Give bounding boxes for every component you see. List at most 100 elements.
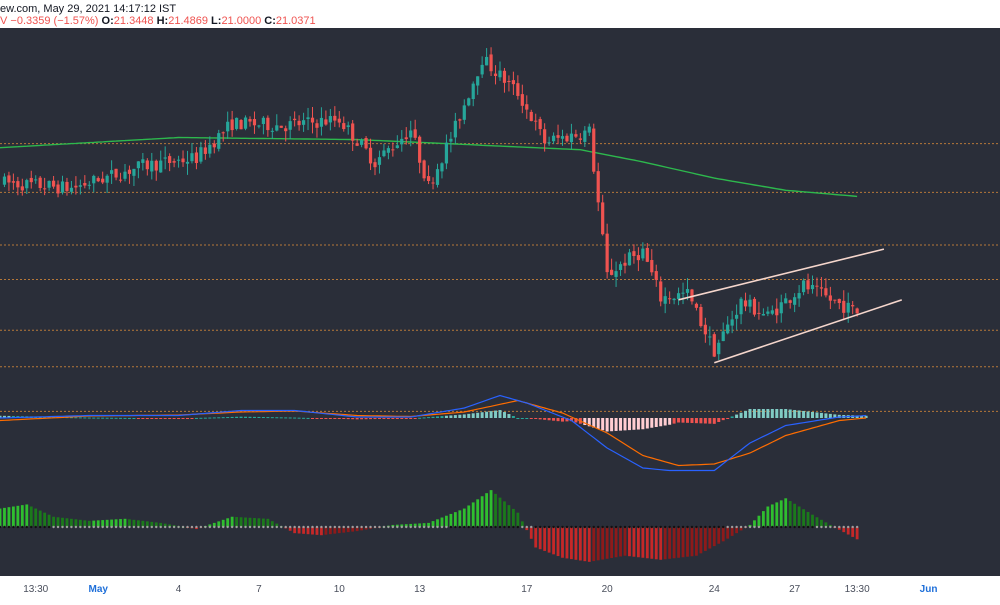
macd-hist-bar-105: [467, 413, 471, 418]
candle-body-72: [324, 119, 328, 125]
osc-dot-31: [137, 525, 140, 529]
osc-dot-49: [217, 525, 220, 529]
candle-body-153: [685, 289, 690, 293]
macd-hist-bar-77: [342, 418, 346, 419]
osc-bar-175: [779, 500, 783, 527]
chart-panel[interactable]: [0, 28, 1000, 576]
candle-body-141: [632, 251, 636, 257]
candle-70: [315, 119, 319, 138]
osc-dot-154: [686, 525, 689, 529]
osc-bar-73: [324, 527, 328, 535]
candle-body-28: [127, 169, 132, 174]
macd-hist-bar-186: [828, 413, 832, 418]
candle-body-34: [154, 160, 158, 171]
osc-dot-134: [597, 525, 600, 529]
osc-dot-146: [650, 525, 653, 529]
osc-dot-149: [663, 525, 667, 529]
osc-bar-155: [690, 527, 694, 557]
macd-hist-bar-89: [395, 418, 399, 419]
osc-bar-60: [266, 518, 270, 527]
macd-hist-bar-81: [360, 418, 364, 420]
macd-hist-bar-67: [297, 417, 301, 419]
macd-hist-bar-60: [266, 417, 270, 419]
candle-body-177: [793, 297, 797, 305]
candle-body-90: [404, 137, 408, 140]
osc-dot-100: [445, 525, 448, 529]
candle-58: [261, 116, 265, 135]
osc-bar-111: [494, 493, 497, 527]
macd-hist-bar-136: [605, 418, 609, 432]
candle-20: [92, 174, 96, 193]
candle-185: [828, 286, 832, 310]
candle-body-45: [203, 147, 207, 154]
macd-hist-bar-118: [525, 418, 529, 419]
candle-119: [534, 113, 538, 131]
osc-dot-67: [297, 525, 301, 529]
osc-dot-113: [503, 525, 506, 529]
candle-body-150: [672, 298, 676, 301]
candle-59: [266, 115, 270, 137]
osc-dot-163: [726, 525, 729, 529]
macd-hist-bar-74: [328, 418, 332, 419]
macd-hist-bar-75: [333, 418, 337, 419]
candle-113: [507, 75, 511, 92]
osc-dot-150: [668, 525, 671, 529]
candle-100: [449, 131, 453, 153]
osc-bar-32: [141, 520, 145, 527]
candle-body-183: [819, 287, 824, 289]
candle-7: [34, 175, 38, 184]
osc-dot-71: [315, 525, 319, 529]
osc-bar-82: [364, 527, 368, 530]
candle-88: [395, 135, 399, 149]
osc-dot-176: [784, 525, 787, 529]
candle-body-170: [761, 313, 765, 316]
osc-bar-118: [525, 527, 529, 531]
osc-bar-37: [163, 523, 167, 527]
candle-111: [498, 61, 502, 81]
osc-dot-172: [766, 525, 770, 529]
macd-hist-bar-48: [212, 417, 216, 419]
macd-hist-bar-72: [319, 418, 323, 419]
macd-hist-bar-120: [534, 418, 538, 419]
osc-dot-174: [775, 525, 778, 529]
osc-bar-141: [628, 527, 631, 557]
osc-dot-162: [722, 525, 725, 529]
macd-hist-bar-177: [788, 409, 792, 418]
candle-body-109: [489, 54, 493, 72]
osc-dot-20: [88, 525, 91, 529]
candle-body-95: [426, 176, 431, 181]
candle-body-149: [668, 298, 672, 300]
candle-body-171: [766, 311, 770, 314]
candle-2: [11, 173, 15, 190]
osc-bar-52: [230, 516, 234, 527]
macd-hist-bar-47: [208, 417, 212, 419]
macd-hist-bar-94: [418, 417, 422, 419]
macd-hist-bar-40: [177, 418, 181, 419]
macd-hist-bar-111: [494, 410, 498, 418]
candle-body-37: [168, 156, 172, 164]
osc-bar-13: [56, 517, 60, 527]
candle-133: [596, 162, 600, 212]
candle-body-85: [382, 150, 386, 157]
candle-124: [556, 124, 560, 145]
candle-body-67: [301, 120, 306, 125]
osc-dot-18: [79, 525, 82, 529]
osc-dot-95: [422, 525, 426, 529]
osc-dot-77: [342, 525, 345, 529]
candle-body-13: [60, 181, 65, 193]
macd-hist-bar-150: [668, 418, 672, 425]
candle-body-126: [565, 135, 569, 142]
osc-dot-159: [708, 525, 712, 529]
osc-dot-80: [355, 525, 359, 529]
candle-137: [614, 261, 618, 287]
candle-164: [735, 304, 739, 330]
osc-bar-166: [739, 527, 743, 531]
osc-dot-153: [681, 525, 685, 529]
osc-dot-126: [561, 525, 564, 529]
osc-dot-63: [280, 525, 283, 529]
chart-svg[interactable]: [0, 28, 1000, 576]
macd-hist-bar-55: [244, 416, 248, 418]
macd-hist-bar-145: [645, 418, 649, 429]
osc-dot-121: [538, 525, 542, 529]
macd-hist-bar-76: [337, 418, 341, 419]
